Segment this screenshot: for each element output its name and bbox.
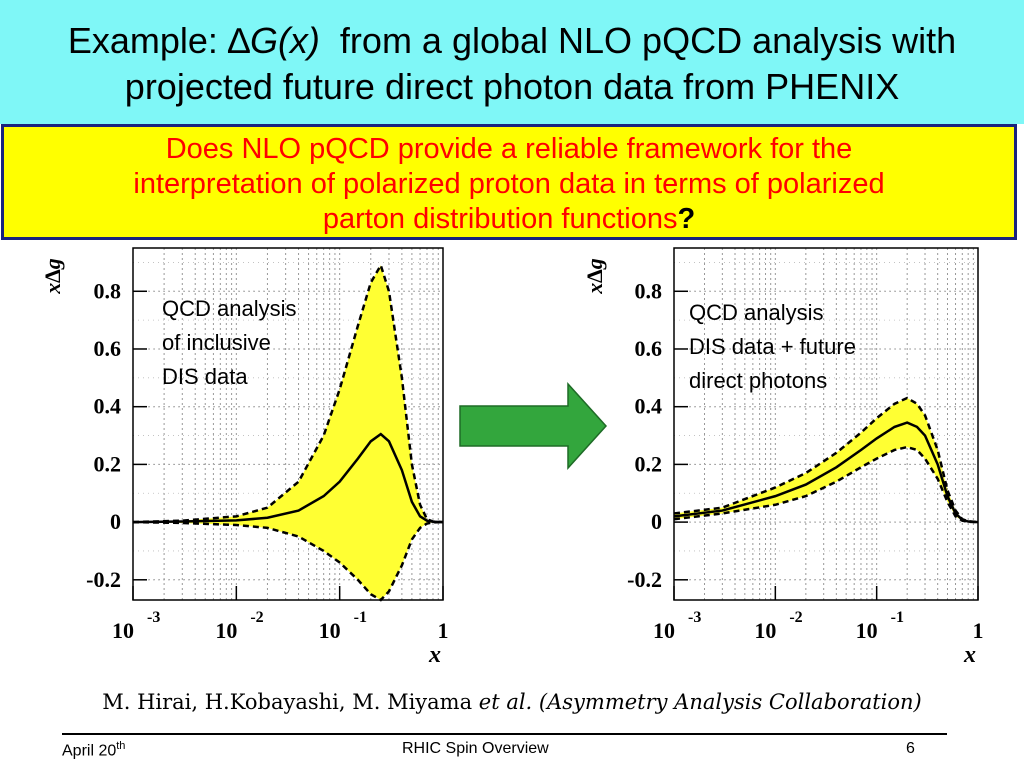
plot-frame xyxy=(673,247,979,601)
x-tick-exponent: -2 xyxy=(250,609,263,626)
x-tick-label: 10 xyxy=(112,618,134,643)
y-axis-label: x∆g xyxy=(582,258,607,294)
chart-left: 0.8 0.6 0.4 0.2 0 -0.2 10 -3 10 -2 10 -1 1x x∆g QCD an… xyxy=(40,247,449,668)
x-tick-label: 10 xyxy=(653,618,675,643)
uncertainty-band xyxy=(133,265,443,600)
series-central xyxy=(132,432,444,524)
question-line2: interpretation of polarized proton data … xyxy=(133,168,885,200)
delta-symbol: ∆ xyxy=(227,20,250,61)
footer-page-number: 6 xyxy=(906,740,915,757)
x-tick-label: 10 xyxy=(215,618,237,643)
plot-frame xyxy=(132,247,444,601)
y-tick-label: -0.2 xyxy=(86,567,121,592)
question-line1: Does NLO pQCD provide a reliable framewo… xyxy=(165,133,853,165)
y-tick-label: 0 xyxy=(110,509,121,534)
y-tick-label: 0.2 xyxy=(94,451,122,476)
title-gx: G(x) xyxy=(249,20,320,61)
question-mark: ? xyxy=(677,203,696,235)
citation-authors: M. Hirai, H.Kobayashi, M. Miyama xyxy=(102,690,479,714)
footer-date-text: April 20 xyxy=(62,742,117,760)
chart-right: 0.8 0.6 0.4 0.2 0 -0.2 10 -3 10 -2 10 -1 1x x∆g QCD an… xyxy=(582,247,984,668)
series-upper-bound xyxy=(673,396,979,524)
slide-title-line1: Example: ∆G(x) from a global NLO pQCD an… xyxy=(0,20,1024,62)
series-lower-bound xyxy=(673,445,979,524)
title-rest: from a global NLO pQCD analysis with xyxy=(319,20,957,61)
x-tick-label: 10 xyxy=(319,618,341,643)
title-prefix: Example: xyxy=(67,20,228,61)
slide-title-line2: projected future direct photon data from… xyxy=(124,66,900,107)
series-upper-bound xyxy=(132,262,444,524)
x-tick-label: 1 xyxy=(438,618,449,643)
y-tick-label: -0.2 xyxy=(627,567,662,592)
question-line3-text: parton distribution functions xyxy=(322,203,678,235)
x-tick-exponent: -3 xyxy=(688,609,701,626)
x-axis-label: x xyxy=(428,642,441,668)
annotation-line: of inclusive xyxy=(162,330,271,355)
annotation-line: QCD analysis xyxy=(162,296,296,321)
y-tick-label: 0 xyxy=(651,509,662,534)
footer-rule xyxy=(62,733,947,735)
y-tick-label: 0.8 xyxy=(94,278,122,303)
y-tick-label: 0.2 xyxy=(635,451,663,476)
annotation-line: DIS data + future xyxy=(689,334,856,359)
arrow-shape xyxy=(459,382,608,470)
question-line3: parton distribution functions? xyxy=(4,203,1014,236)
y-tick-label: 0.4 xyxy=(635,394,663,419)
title-band: Example: ∆G(x) from a global NLO pQCD an… xyxy=(0,0,1024,124)
footer-date-sup: th xyxy=(116,740,126,752)
y-tick-label: 0.6 xyxy=(94,336,122,361)
question-box: Does NLO pQCD provide a reliable framewo… xyxy=(1,124,1017,240)
y-tick-label: 0.8 xyxy=(635,278,663,303)
x-tick-exponent: -1 xyxy=(354,609,367,626)
citation-collaboration: et al. (Asymmetry Analysis Collaboration… xyxy=(478,690,922,714)
citation: M. Hirai, H.Kobayashi, M. Miyama et al. … xyxy=(0,690,1024,714)
x-tick-exponent: -2 xyxy=(789,609,802,626)
y-tick-label: 0.6 xyxy=(635,336,663,361)
right-arrow-icon xyxy=(459,382,608,470)
footer-title: RHIC Spin Overview xyxy=(402,740,549,757)
x-tick-label: 1 xyxy=(973,618,984,643)
series-lower-bound xyxy=(132,520,444,602)
annotation-line: DIS data xyxy=(162,364,248,389)
x-tick-label: 10 xyxy=(754,618,776,643)
x-axis-label: x xyxy=(963,642,976,668)
footer-date: April 20th xyxy=(62,740,125,760)
x-tick-label: 10 xyxy=(856,618,878,643)
annotation-line: direct photons xyxy=(689,368,827,393)
x-tick-exponent: -1 xyxy=(891,609,904,626)
y-axis-label: x∆g xyxy=(40,258,65,294)
y-tick-label: 0.4 xyxy=(94,394,122,419)
x-tick-exponent: -3 xyxy=(147,609,160,626)
annotation-line: QCD analysis xyxy=(689,300,823,325)
series-central xyxy=(673,421,979,524)
